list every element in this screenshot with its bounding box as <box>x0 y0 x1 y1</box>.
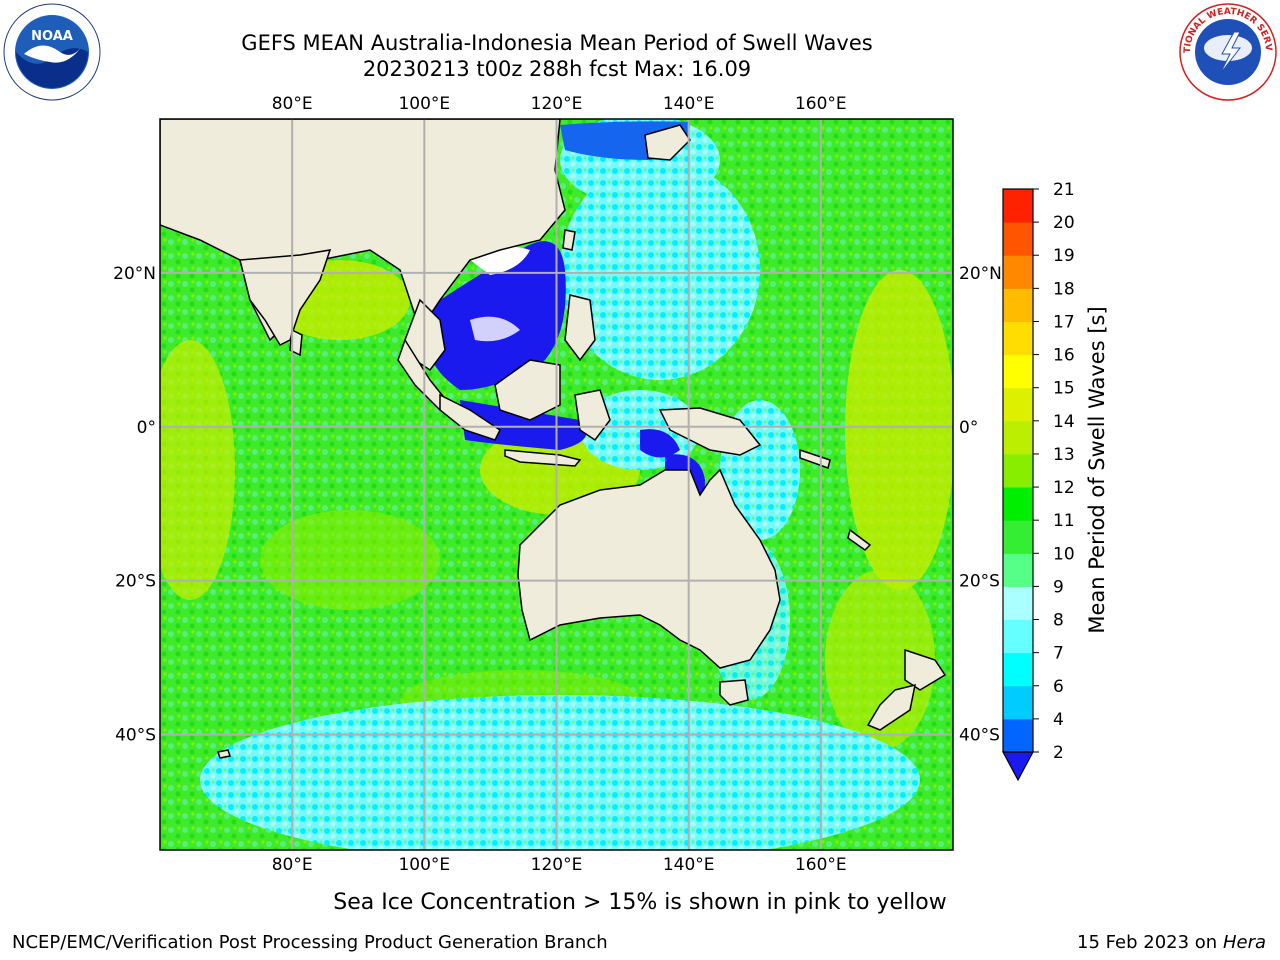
colorbar-tick-label: 15 <box>1053 379 1075 399</box>
map-area <box>160 119 953 850</box>
colorbar-label: Mean Period of Swell Waves [s] <box>1085 306 1109 634</box>
footer-host: Hera <box>1222 932 1266 953</box>
footer-date-text: 15 Feb 2023 on <box>1077 932 1218 953</box>
colorbar-segment <box>1003 288 1033 322</box>
colorbar-segment <box>1003 189 1033 223</box>
lon-tick-label: 100°E <box>398 94 450 114</box>
sea-ice-caption: Sea Ice Concentration > 15% is shown in … <box>333 890 947 915</box>
lat-labels-left: 20°N 0° 20°S 40°S <box>113 264 156 746</box>
lat-tick-label: 20°S <box>115 572 156 592</box>
svg-text:NOAA: NOAA <box>31 29 73 44</box>
colorbar-segment <box>1003 520 1033 554</box>
noaa-logo-icon: NOAA <box>3 3 101 101</box>
gridlines <box>160 119 953 850</box>
colorbar-tick-label: 10 <box>1053 544 1075 564</box>
colorbar-tick-label: 14 <box>1053 412 1075 432</box>
colorbar-tick-label: 12 <box>1053 478 1075 498</box>
colorbar-segment <box>1003 321 1033 356</box>
colorbar-tick-label: 19 <box>1053 246 1075 266</box>
colorbar-tick-label: 7 <box>1053 644 1064 664</box>
lon-tick-label: 120°E <box>531 855 583 875</box>
colorbar-segment <box>1003 420 1033 455</box>
lon-tick-label: 160°E <box>795 94 847 114</box>
colorbar-segment <box>1003 387 1033 422</box>
colorbar-segment <box>1003 619 1033 654</box>
lon-tick-label: 80°E <box>272 94 313 114</box>
colorbar-tick-label: 11 <box>1053 511 1075 531</box>
colorbar-tick-label: 13 <box>1053 445 1075 465</box>
lat-tick-label: 0° <box>137 418 156 438</box>
lat-tick-label: 0° <box>959 418 978 438</box>
colorbar-tick-label: 20 <box>1053 213 1075 233</box>
colorbar-segment <box>1003 354 1033 389</box>
colorbar-segment <box>1003 453 1033 488</box>
colorbar-tick-label: 18 <box>1053 279 1075 299</box>
colorbar-tick-label: 6 <box>1053 677 1064 697</box>
lon-labels-bottom: 80°E 100°E 120°E 140°E 160°E <box>272 855 847 875</box>
chart-title-line1: GEFS MEAN Australia-Indonesia Mean Perio… <box>241 31 873 55</box>
colorbar-tick-label: 8 <box>1053 611 1064 631</box>
footer-credit: NCEP/EMC/Verification Post Processing Pr… <box>12 932 608 953</box>
colorbar-tick-label: 4 <box>1053 710 1064 730</box>
lat-tick-label: 20°N <box>113 264 156 284</box>
lat-tick-label: 40°S <box>959 726 1000 746</box>
colorbar-tick-label: 9 <box>1053 577 1064 597</box>
nws-logo-icon: NATIONAL WEATHER SERVICE <box>1178 2 1277 101</box>
footer-date: 15 Feb 2023 on Hera <box>1077 932 1266 953</box>
lon-tick-label: 120°E <box>531 94 583 114</box>
colorbar-segment <box>1003 222 1033 256</box>
lat-tick-label: 40°S <box>115 726 156 746</box>
lon-tick-label: 100°E <box>398 855 450 875</box>
colorbar-segment <box>1003 487 1033 521</box>
lat-tick-label: 20°N <box>959 264 1002 284</box>
lon-tick-label: 140°E <box>663 855 715 875</box>
colorbar-tick-label: 17 <box>1053 312 1075 332</box>
colorbar: 2 4 6 7 8 9 10 11 12 13 14 15 16 17 18 19 20 21 <box>1001 180 1075 782</box>
lon-tick-label: 160°E <box>795 855 847 875</box>
colorbar-tick-label: 21 <box>1053 180 1075 200</box>
land-masses <box>160 119 947 759</box>
map-frame <box>159 118 954 851</box>
colorbar-segment <box>1003 652 1033 687</box>
lon-tick-label: 140°E <box>663 94 715 114</box>
colorbar-segment <box>1003 685 1033 720</box>
lon-tick-label: 80°E <box>272 855 313 875</box>
colorbar-segment <box>1003 718 1033 753</box>
colorbar-extend-arrow <box>1001 751 1035 782</box>
lat-labels-right: 20°N 0° 20°S 40°S <box>959 264 1002 746</box>
colorbar-segment <box>1003 553 1033 587</box>
lat-tick-label: 20°S <box>959 572 1000 592</box>
colorbar-segment <box>1003 586 1033 621</box>
lon-labels-top: 80°E 100°E 120°E 140°E 160°E <box>272 94 847 114</box>
chart-title-line2: 20230213 t00z 288h fcst Max: 16.09 <box>362 57 752 81</box>
colorbar-tick-label: 2 <box>1053 743 1064 763</box>
colorbar-segment <box>1003 255 1033 289</box>
colorbar-frame <box>1002 188 1034 753</box>
colorbar-tick-label: 16 <box>1053 346 1075 366</box>
